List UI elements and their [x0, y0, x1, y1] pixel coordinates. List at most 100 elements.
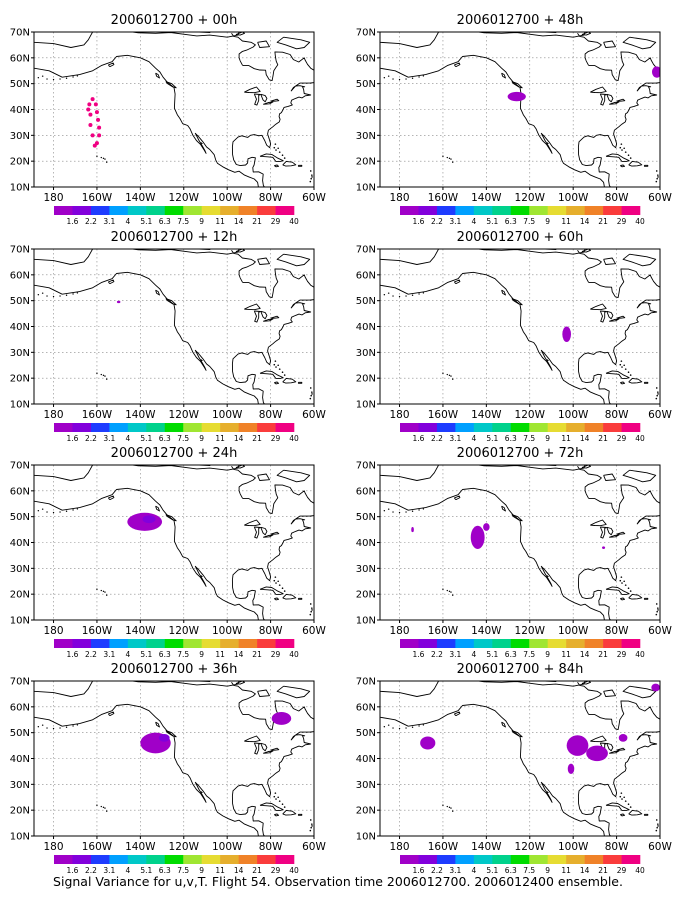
island-dot [446, 805, 448, 808]
colorbar-label: 21 [252, 434, 262, 443]
coastline-hudson-bay [239, 268, 314, 299]
colorbar-swatch [621, 206, 641, 215]
colorbar-label: 40 [289, 217, 299, 226]
colorbar-label: 14 [580, 866, 590, 875]
island-dot [46, 727, 48, 729]
lat-tick-label: 10N [356, 183, 376, 194]
coastline-kodiak [453, 495, 461, 501]
coastline-kodiak [107, 711, 115, 717]
island-dot [76, 508, 79, 510]
coastline-kodiak [453, 279, 461, 285]
colorbar-label: 11 [561, 650, 571, 659]
island-dot [76, 75, 79, 77]
lat-tick-label: 20N [356, 157, 376, 168]
island-dot [405, 295, 407, 297]
colorbar-label: 1.6 [412, 217, 424, 226]
colorbar-swatch [220, 639, 239, 648]
colorbar-label: 2.2 [85, 434, 97, 443]
island-dot [657, 823, 659, 825]
coastline-great-lake [253, 93, 261, 106]
island-dot [448, 806, 451, 809]
lon-tick-label: 60W [648, 841, 672, 853]
island-dot [442, 804, 444, 806]
lat-tick-label: 40N [10, 754, 30, 765]
colorbar-label: 11 [215, 217, 225, 226]
colorbar-swatch [436, 423, 456, 432]
colorbar-swatch [621, 855, 641, 864]
colorbar-swatch [455, 639, 475, 648]
island-dot [278, 151, 281, 153]
island-dot [442, 372, 444, 374]
lat-tick-label: 40N [356, 322, 376, 333]
coastline-atlantic [231, 299, 314, 404]
island-dot [624, 800, 627, 802]
coastline-great-lake [263, 534, 274, 538]
colorbar-swatch [164, 423, 184, 432]
coastline-jamaica [274, 164, 280, 168]
coastline-atlantic [231, 515, 314, 620]
island-dot [656, 394, 658, 397]
colorbar-swatch [183, 206, 202, 215]
island-dot [65, 726, 68, 728]
colorbar-label: 40 [289, 650, 299, 659]
island-dot [405, 78, 407, 80]
coastline-haida-gwaii [155, 72, 160, 79]
lat-tick-label: 60N [356, 270, 376, 281]
variance-features [411, 523, 606, 549]
island-dot [411, 510, 414, 512]
island-dot [37, 510, 40, 512]
coastline-vancouver-island [165, 298, 177, 306]
gridlines [380, 681, 660, 836]
island-dot [629, 590, 632, 592]
coastline-greenland [313, 37, 314, 38]
lat-tick-label: 20N [356, 590, 376, 601]
colorbar-swatch [220, 206, 239, 215]
coastline-hudson-west [231, 250, 256, 279]
lon-tick-label: 180 [390, 841, 410, 853]
lon-tick-label: 160W [82, 192, 113, 204]
colorbar-label: 7.5 [523, 650, 535, 659]
island-dot [383, 294, 386, 296]
coastline-vancouver-island [511, 298, 523, 306]
coastline-newfoundland [316, 297, 330, 309]
island-dot [398, 78, 401, 81]
variance-features [127, 512, 163, 531]
lon-tick-label: 80W [259, 625, 283, 637]
colorbar-swatch [566, 639, 585, 648]
island-dot [275, 582, 277, 584]
coastline-newfoundland [316, 513, 330, 525]
figure-caption: Signal Variance for u,v,T. Flight 54. Ob… [53, 874, 623, 889]
lon-tick-label: 100W [558, 409, 589, 421]
colorbar-label: 1.6 [66, 217, 78, 226]
variance-contour [507, 91, 526, 102]
coastline-arctic-island [581, 249, 591, 253]
colorbar-label: 40 [635, 866, 645, 875]
variance-features [86, 97, 102, 148]
island-dot [311, 174, 313, 176]
variance-contour [567, 763, 575, 774]
island-dot [278, 584, 281, 586]
coastline-hudson-bay [239, 700, 314, 731]
coastline-baja-island [200, 791, 203, 794]
colorbar-swatch [275, 423, 295, 432]
island-dot [621, 366, 623, 368]
island-dot [411, 294, 414, 296]
island-dot [655, 603, 658, 605]
colorbar-label: 29 [617, 217, 627, 226]
colorbar-swatch [164, 206, 184, 215]
colorbar-label: 4 [125, 650, 130, 659]
colorbar-swatch [257, 855, 276, 864]
colorbar-swatch [547, 855, 567, 864]
lon-tick-label: 120W [169, 841, 200, 853]
colorbar-swatch [54, 206, 73, 215]
colorbar-label: 3.1 [449, 434, 461, 443]
coastline-vancouver-island [511, 730, 523, 738]
colorbar-label: 40 [635, 434, 645, 443]
lon-tick-label: 100W [212, 192, 243, 204]
lon-tick-label: 160W [428, 625, 459, 637]
island-dot [310, 826, 312, 829]
coastline-vancouver-island [511, 514, 523, 522]
coastline-puerto-rico [643, 164, 649, 167]
island-dot [59, 727, 61, 729]
island-dot [100, 373, 102, 376]
